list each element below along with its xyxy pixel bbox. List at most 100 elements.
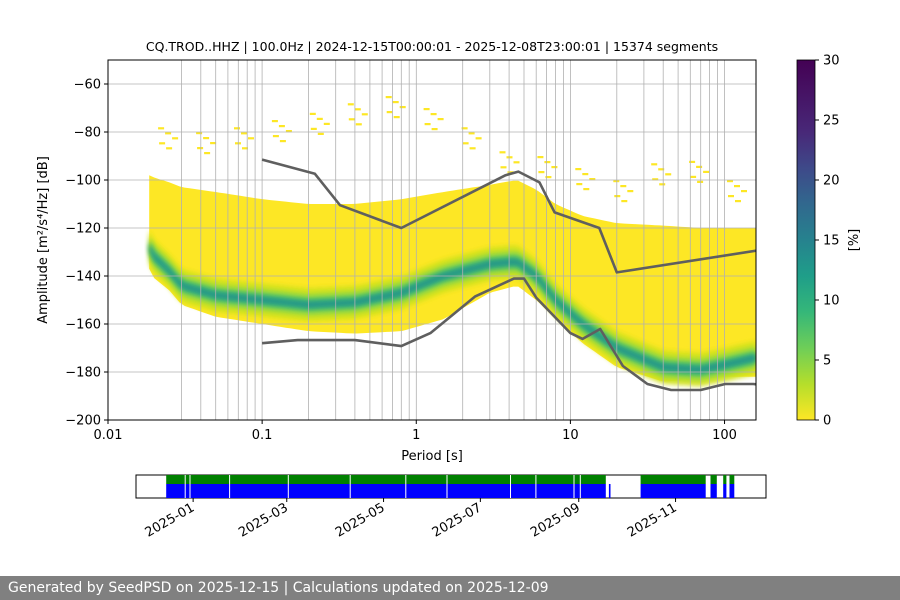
x-axis-ticks: 0.01 0.1 1 10 100 (94, 420, 737, 443)
availability-bottom-segment (729, 484, 735, 498)
psd-outlier-cell (285, 130, 292, 133)
psd-mode-band-3 (149, 244, 756, 373)
psd-outlier-cell (613, 180, 620, 183)
x-tick-label: 0.01 (94, 428, 123, 443)
psd-outlier-cell (703, 170, 710, 173)
date-tick-label: 2025-05 (333, 500, 388, 540)
date-tick-label: 2025-07 (430, 500, 485, 540)
y-axis-ticks: −200 −180 −160 −140 −120 −100 −80 −60 (65, 78, 108, 429)
psd-outlier-cell (582, 173, 589, 176)
psd-outlier-cell (197, 147, 204, 150)
psd-outlier-cell (469, 147, 476, 150)
psd-density (149, 96, 756, 387)
psd-outlier-cell (272, 135, 279, 138)
grid-lines (108, 60, 756, 420)
psd-plot: 0.01 0.1 1 10 100 −200 −180 −160 −140 −120 −100 −8… (36, 59, 757, 464)
x-axis-label: Period [s] (401, 449, 463, 464)
colorbar-tick-label: 20 (823, 174, 840, 189)
psd-outlier-cell (665, 173, 672, 176)
psd-outlier-cell (728, 195, 734, 198)
psd-outlier-cell (658, 168, 665, 171)
psd-outlier-cell (354, 108, 361, 111)
psd-outlier-cell (621, 200, 628, 203)
psd-outlier-cell (696, 165, 703, 168)
availability-top-segment (723, 475, 727, 484)
noise-model-lines (261, 158, 756, 392)
availability-top-segment (729, 475, 735, 484)
psd-outlier-cell (507, 171, 514, 174)
nhnm-line (261, 158, 756, 274)
nlnm-line (261, 277, 756, 392)
psd-outlier-cell (545, 176, 552, 179)
availability-top-segment (710, 475, 717, 484)
psd-outlier-cell (242, 147, 248, 150)
psd-outlier-cell (462, 142, 469, 145)
psd-outlier-cell (734, 185, 740, 188)
psd-outlier-cell (727, 180, 733, 183)
y-tick-label: −180 (65, 366, 101, 381)
psd-outlier-cell (309, 112, 316, 115)
availability-bottom-segment (166, 484, 606, 498)
psd-outlier-cell (279, 140, 286, 143)
psd-outlier-cell (741, 190, 747, 193)
availability-bars (166, 475, 735, 498)
psd-outlier-cell (347, 103, 354, 106)
colorbar-gradient (796, 59, 816, 421)
plot-frame (107, 59, 757, 421)
psd-outlier-cell (620, 185, 627, 188)
psd-outlier-cell (614, 195, 621, 198)
psd-outlier-cell (461, 127, 468, 130)
colorbar-tick-label: 30 (823, 54, 840, 69)
psd-outlier-cell (583, 188, 590, 191)
psd-outlier-cell (430, 113, 437, 116)
psd-outlier-cell (651, 163, 658, 166)
psd-outlier-cell (234, 127, 240, 130)
data-availability-timeline: 2025-01 2025-03 2025-05 2025-07 2025-09 2025-… (135, 474, 767, 541)
psd-outlier-cell (385, 96, 392, 99)
psd-outlier-cell (248, 137, 254, 140)
psd-outlier-cell (735, 200, 741, 203)
y-tick-label: −120 (65, 222, 101, 237)
y-tick-label: −60 (74, 78, 101, 93)
psd-outlier-cell (551, 166, 558, 169)
colorbar-ticks: 0 5 10 15 20 25 30 (815, 54, 840, 429)
psd-outlier-cell (431, 128, 438, 131)
y-tick-label: −140 (65, 270, 101, 285)
x-tick-label: 0.1 (252, 428, 273, 443)
psd-outlier-cell (271, 120, 278, 123)
psd-outlier-cell (196, 132, 203, 135)
x-tick-label: 10 (562, 428, 579, 443)
y-tick-label: −160 (65, 318, 101, 333)
date-tick-label: 2025-01 (143, 500, 198, 540)
availability-bottom-segment (608, 484, 611, 498)
colorbar-tick-label: 15 (823, 234, 840, 249)
psd-outlier-cell (361, 113, 368, 116)
psd-outlier-cell (652, 178, 659, 181)
psd-outlier-cell (697, 180, 704, 183)
psd-outlier-cell (627, 190, 634, 193)
psd-outlier-cell (576, 183, 583, 186)
psd-outlier-cell (310, 127, 317, 130)
availability-bottom-segment (710, 484, 717, 498)
psd-outlier-cell (278, 125, 285, 128)
availability-date-ticks: 2025-01 2025-03 2025-05 2025-07 2025-09 2025-… (143, 498, 680, 541)
psd-outlier-cell (393, 116, 400, 119)
y-axis-label: Amplitude [m²/s⁴/Hz] [dB] (36, 156, 51, 324)
psd-outlier-cell (689, 160, 696, 163)
psd-outlier-cell (203, 137, 210, 140)
psd-outlier-cell (500, 166, 507, 169)
psd-outlier-cell (241, 132, 247, 135)
availability-bottom-segment (640, 484, 706, 498)
psd-outlier-cell (575, 168, 582, 171)
psd-outlier-cell (204, 152, 211, 155)
psd-outlier-cell (423, 108, 430, 111)
colorbar-tick-label: 25 (823, 114, 840, 129)
footer-text: Generated by SeedPSD on 2025-12-15 | Cal… (8, 580, 549, 596)
availability-top-segment (640, 475, 706, 484)
x-tick-label: 1 (412, 428, 420, 443)
date-tick-label: 2025-11 (625, 500, 680, 540)
psd-outlier-cell (690, 175, 697, 178)
availability-top-segment (166, 475, 606, 484)
psd-outlier-cell (537, 156, 544, 159)
date-tick-label: 2025-03 (236, 500, 291, 540)
